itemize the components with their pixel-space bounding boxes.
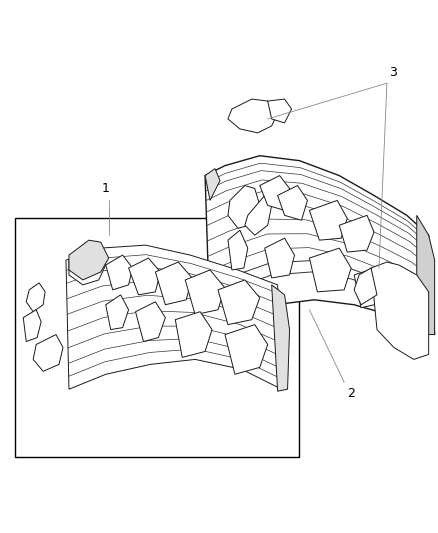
Polygon shape [155,262,192,305]
Polygon shape [354,265,394,308]
Polygon shape [228,99,278,133]
Polygon shape [309,248,351,292]
Polygon shape [26,283,45,312]
Polygon shape [339,215,374,252]
Polygon shape [69,248,106,285]
Polygon shape [185,270,225,314]
Polygon shape [265,238,294,278]
Bar [15,219,300,457]
Polygon shape [205,156,434,335]
Polygon shape [69,240,109,280]
Polygon shape [417,215,434,335]
Polygon shape [106,255,133,290]
Polygon shape [389,288,409,320]
Polygon shape [228,230,248,270]
Polygon shape [23,310,41,342]
Polygon shape [218,280,260,325]
Polygon shape [175,312,212,358]
Polygon shape [245,196,272,235]
Polygon shape [225,325,268,374]
Polygon shape [106,295,129,329]
Text: 3: 3 [389,66,397,79]
Polygon shape [135,302,165,342]
Polygon shape [371,262,429,359]
Polygon shape [129,258,160,295]
Polygon shape [309,200,347,240]
Text: 1: 1 [102,182,110,196]
Polygon shape [354,268,377,305]
Polygon shape [268,99,292,123]
Polygon shape [66,245,282,389]
Polygon shape [278,185,307,220]
Text: 2: 2 [347,387,355,400]
Polygon shape [33,335,63,372]
Polygon shape [205,168,220,200]
Polygon shape [228,185,260,228]
Polygon shape [272,285,290,391]
Polygon shape [260,175,290,211]
